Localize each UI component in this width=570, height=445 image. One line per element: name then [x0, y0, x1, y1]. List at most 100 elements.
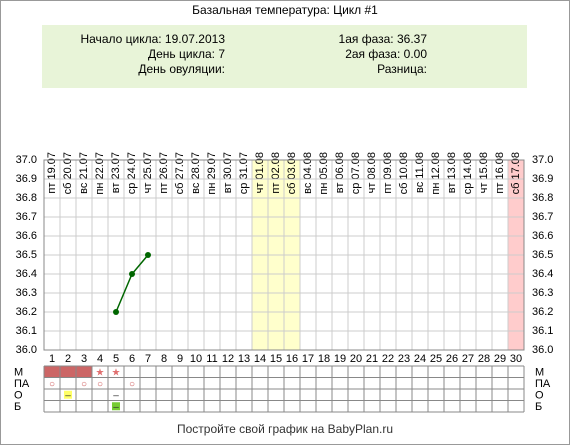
date-label: сб 03.08 [286, 152, 298, 194]
date-label: чт 08.08 [366, 152, 378, 193]
x-tick-label: 18 [318, 353, 330, 365]
row-label: Б [535, 401, 542, 413]
x-tick-label: 4 [97, 353, 103, 365]
x-tick-label: 22 [382, 353, 394, 365]
plot-border [43, 159, 525, 351]
footer: Постройте свой график на BabyPlan.ru [177, 422, 393, 436]
cell-fill [64, 390, 72, 399]
date-label: ср 14.08 [462, 152, 474, 194]
cell-symbol: ★ [96, 367, 105, 378]
chart-title: Базальная температура: Цикл #1 [192, 3, 378, 17]
date-label: ср 07.08 [350, 152, 362, 194]
date-label: вс 28.07 [190, 152, 202, 194]
date-label: пт 02.08 [270, 152, 282, 194]
cell-symbol: ○ [129, 379, 135, 390]
x-tick-label: 9 [177, 353, 183, 365]
x-tick-label: 13 [238, 353, 250, 365]
date-label: сб 17.08 [510, 152, 522, 194]
cell-symbol: – [65, 390, 71, 401]
date-label: сб 27.07 [174, 152, 186, 194]
y-tick-label: 37.0 [532, 154, 553, 166]
cell-symbol: ○ [81, 379, 87, 390]
date-label: пн 12.08 [430, 152, 442, 195]
x-tick-label: 1 [49, 353, 55, 365]
x-tick-label: 26 [446, 353, 458, 365]
date-label: пт 26.07 [158, 152, 170, 194]
x-tick-label: 8 [161, 353, 167, 365]
x-tick-label: 20 [350, 353, 362, 365]
date-label: пн 05.08 [318, 152, 330, 195]
y-tick-label: 36.6 [532, 230, 553, 242]
date-label: вс 21.07 [78, 152, 90, 194]
x-tick-label: 24 [414, 353, 426, 365]
y-tick-label: 36.5 [532, 249, 553, 261]
date-label: вт 06.08 [334, 152, 346, 193]
info: День цикла: 7 [148, 47, 225, 61]
cell-fill [60, 366, 76, 378]
row-label: ПА [14, 378, 30, 390]
date-label: вт 30.07 [222, 152, 234, 193]
date-label: вс 04.08 [302, 152, 314, 194]
info-box [42, 25, 527, 88]
date-label: ср 24.07 [126, 152, 138, 194]
x-tick-label: 11 [206, 353, 217, 365]
x-tick-label: 30 [510, 353, 522, 365]
cell-symbol: ○ [97, 379, 103, 390]
cell-symbol: ★ [112, 367, 121, 378]
cell-symbol: – [113, 402, 119, 413]
info: Разница: [377, 62, 427, 76]
date-label: вс 11.08 [414, 152, 426, 193]
y-tick-label: 36.4 [16, 268, 37, 280]
point [129, 271, 135, 277]
y-tick-label: 36.5 [16, 249, 37, 261]
x-tick-label: 7 [145, 353, 151, 365]
x-tick-label: 25 [430, 353, 442, 365]
x-tick-label: 3 [81, 353, 87, 365]
date-label: ср 31.07 [238, 152, 250, 194]
x-tick-label: 14 [254, 353, 266, 365]
date-label: пн 29.07 [206, 152, 218, 195]
date-label: вт 23.07 [110, 152, 122, 193]
point [145, 252, 151, 258]
cell-symbol: ○ [49, 379, 55, 390]
y-tick-label: 36.7 [532, 211, 553, 223]
point [113, 309, 119, 315]
x-tick-label: 10 [190, 353, 202, 365]
y-tick-label: 36.4 [532, 268, 553, 280]
date-label: чт 01.08 [254, 152, 266, 193]
row-label: М [535, 367, 544, 379]
row-label: О [535, 390, 544, 402]
row-label: ПА [535, 378, 551, 390]
x-tick-label: 23 [398, 353, 410, 365]
y-tick-label: 36.2 [16, 306, 37, 318]
y-tick-label: 36.0 [16, 344, 37, 356]
y-tick-label: 36.3 [16, 287, 37, 299]
y-tick-label: 36.7 [16, 211, 37, 223]
x-tick-label: 28 [478, 353, 490, 365]
x-tick-label: 19 [334, 353, 346, 365]
cell-symbol: – [113, 390, 119, 401]
info: Начало цикла: 19.07.2013 [80, 32, 225, 46]
x-tick-label: 21 [366, 353, 378, 365]
date-label: вт 13.08 [446, 152, 458, 193]
row-label: М [14, 367, 23, 379]
x-tick-label: 2 [65, 353, 71, 365]
y-tick-label: 36.9 [16, 173, 37, 185]
date-label: пт 09.08 [382, 152, 394, 194]
date-label: чт 15.08 [478, 152, 490, 193]
x-tick-label: 17 [302, 353, 314, 365]
y-tick-label: 36.1 [16, 325, 37, 337]
x-tick-label: 16 [286, 353, 298, 365]
info: День овуляции: [138, 62, 225, 76]
x-tick-label: 6 [129, 353, 135, 365]
y-tick-label: 36.9 [532, 173, 553, 185]
cell-fill [112, 402, 120, 411]
date-label: пт 16.08 [494, 152, 506, 194]
row-label: Б [14, 401, 21, 413]
y-tick-label: 36.2 [532, 306, 553, 318]
x-tick-label: 15 [270, 353, 282, 365]
cell-fill [44, 366, 60, 378]
date-label: сб 20.07 [62, 152, 74, 194]
y-tick-label: 36.8 [16, 192, 37, 204]
